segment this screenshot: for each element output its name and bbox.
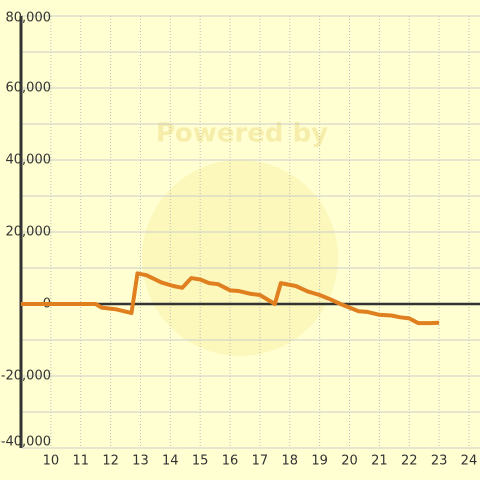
x-tick-label: 23 [431, 454, 448, 469]
x-tick-label: 14 [162, 454, 179, 469]
y-tick-label: -40,000 [1, 435, 51, 450]
x-tick-label: 19 [311, 454, 328, 469]
x-tick-label: 16 [222, 454, 239, 469]
y-tick-label: -20,000 [1, 369, 51, 384]
x-tick-label: 21 [371, 454, 388, 469]
y-tick-label: 60,000 [6, 81, 52, 96]
x-tick-label: 12 [102, 454, 119, 469]
x-tick-label: 18 [281, 454, 298, 469]
x-tick-label: 24 [461, 454, 478, 469]
x-tick-label: 22 [401, 454, 418, 469]
y-tick-label: 40,000 [6, 153, 52, 168]
x-tick-label: 10 [43, 454, 60, 469]
x-tick-label: 20 [341, 454, 358, 469]
x-tick-label: 11 [72, 454, 89, 469]
watermark: Powered by [156, 119, 328, 149]
x-tick-label: 15 [192, 454, 209, 469]
watermark-logo [142, 160, 338, 356]
y-tick-label: 80,000 [6, 11, 52, 26]
y-tick-label: 20,000 [6, 225, 52, 240]
x-tick-label: 17 [252, 454, 269, 469]
x-tick-label: 13 [132, 454, 149, 469]
line [21, 271, 440, 326]
